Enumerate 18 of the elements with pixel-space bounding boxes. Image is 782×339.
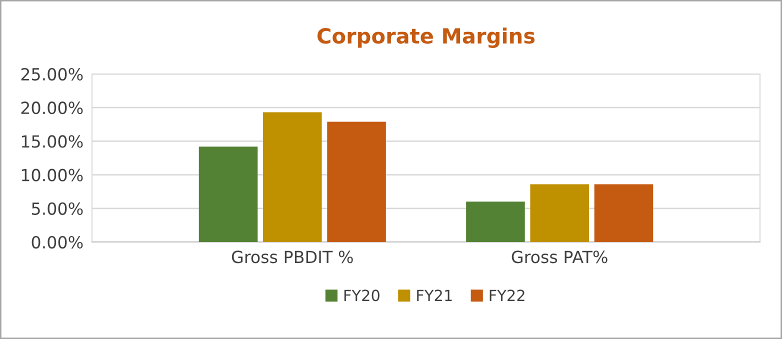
- bar: [594, 184, 654, 242]
- x-tick-label: Gross PAT%: [512, 250, 608, 264]
- bar: [198, 146, 258, 242]
- legend-label: FY20: [344, 290, 380, 302]
- legend-label: FY22: [490, 290, 524, 301]
- y-tick-label: 0.00%: [32, 236, 83, 249]
- y-tick-label: 5.00%: [32, 202, 83, 215]
- y-tick-label: 15.00%: [22, 135, 83, 148]
- chart-title: Corporate Margins: [317, 28, 535, 48]
- bar: [263, 112, 322, 242]
- y-tick-label: 25.00%: [21, 68, 83, 81]
- bar: [466, 202, 525, 242]
- y-tick-label: 10.00%: [22, 168, 83, 182]
- y-tick-label: 20.00%: [21, 102, 83, 114]
- bar: [530, 184, 589, 242]
- legend-label: FY21: [417, 290, 452, 301]
- x-tick-label: Gross PBDIT %: [232, 250, 353, 264]
- bar: [327, 122, 386, 242]
